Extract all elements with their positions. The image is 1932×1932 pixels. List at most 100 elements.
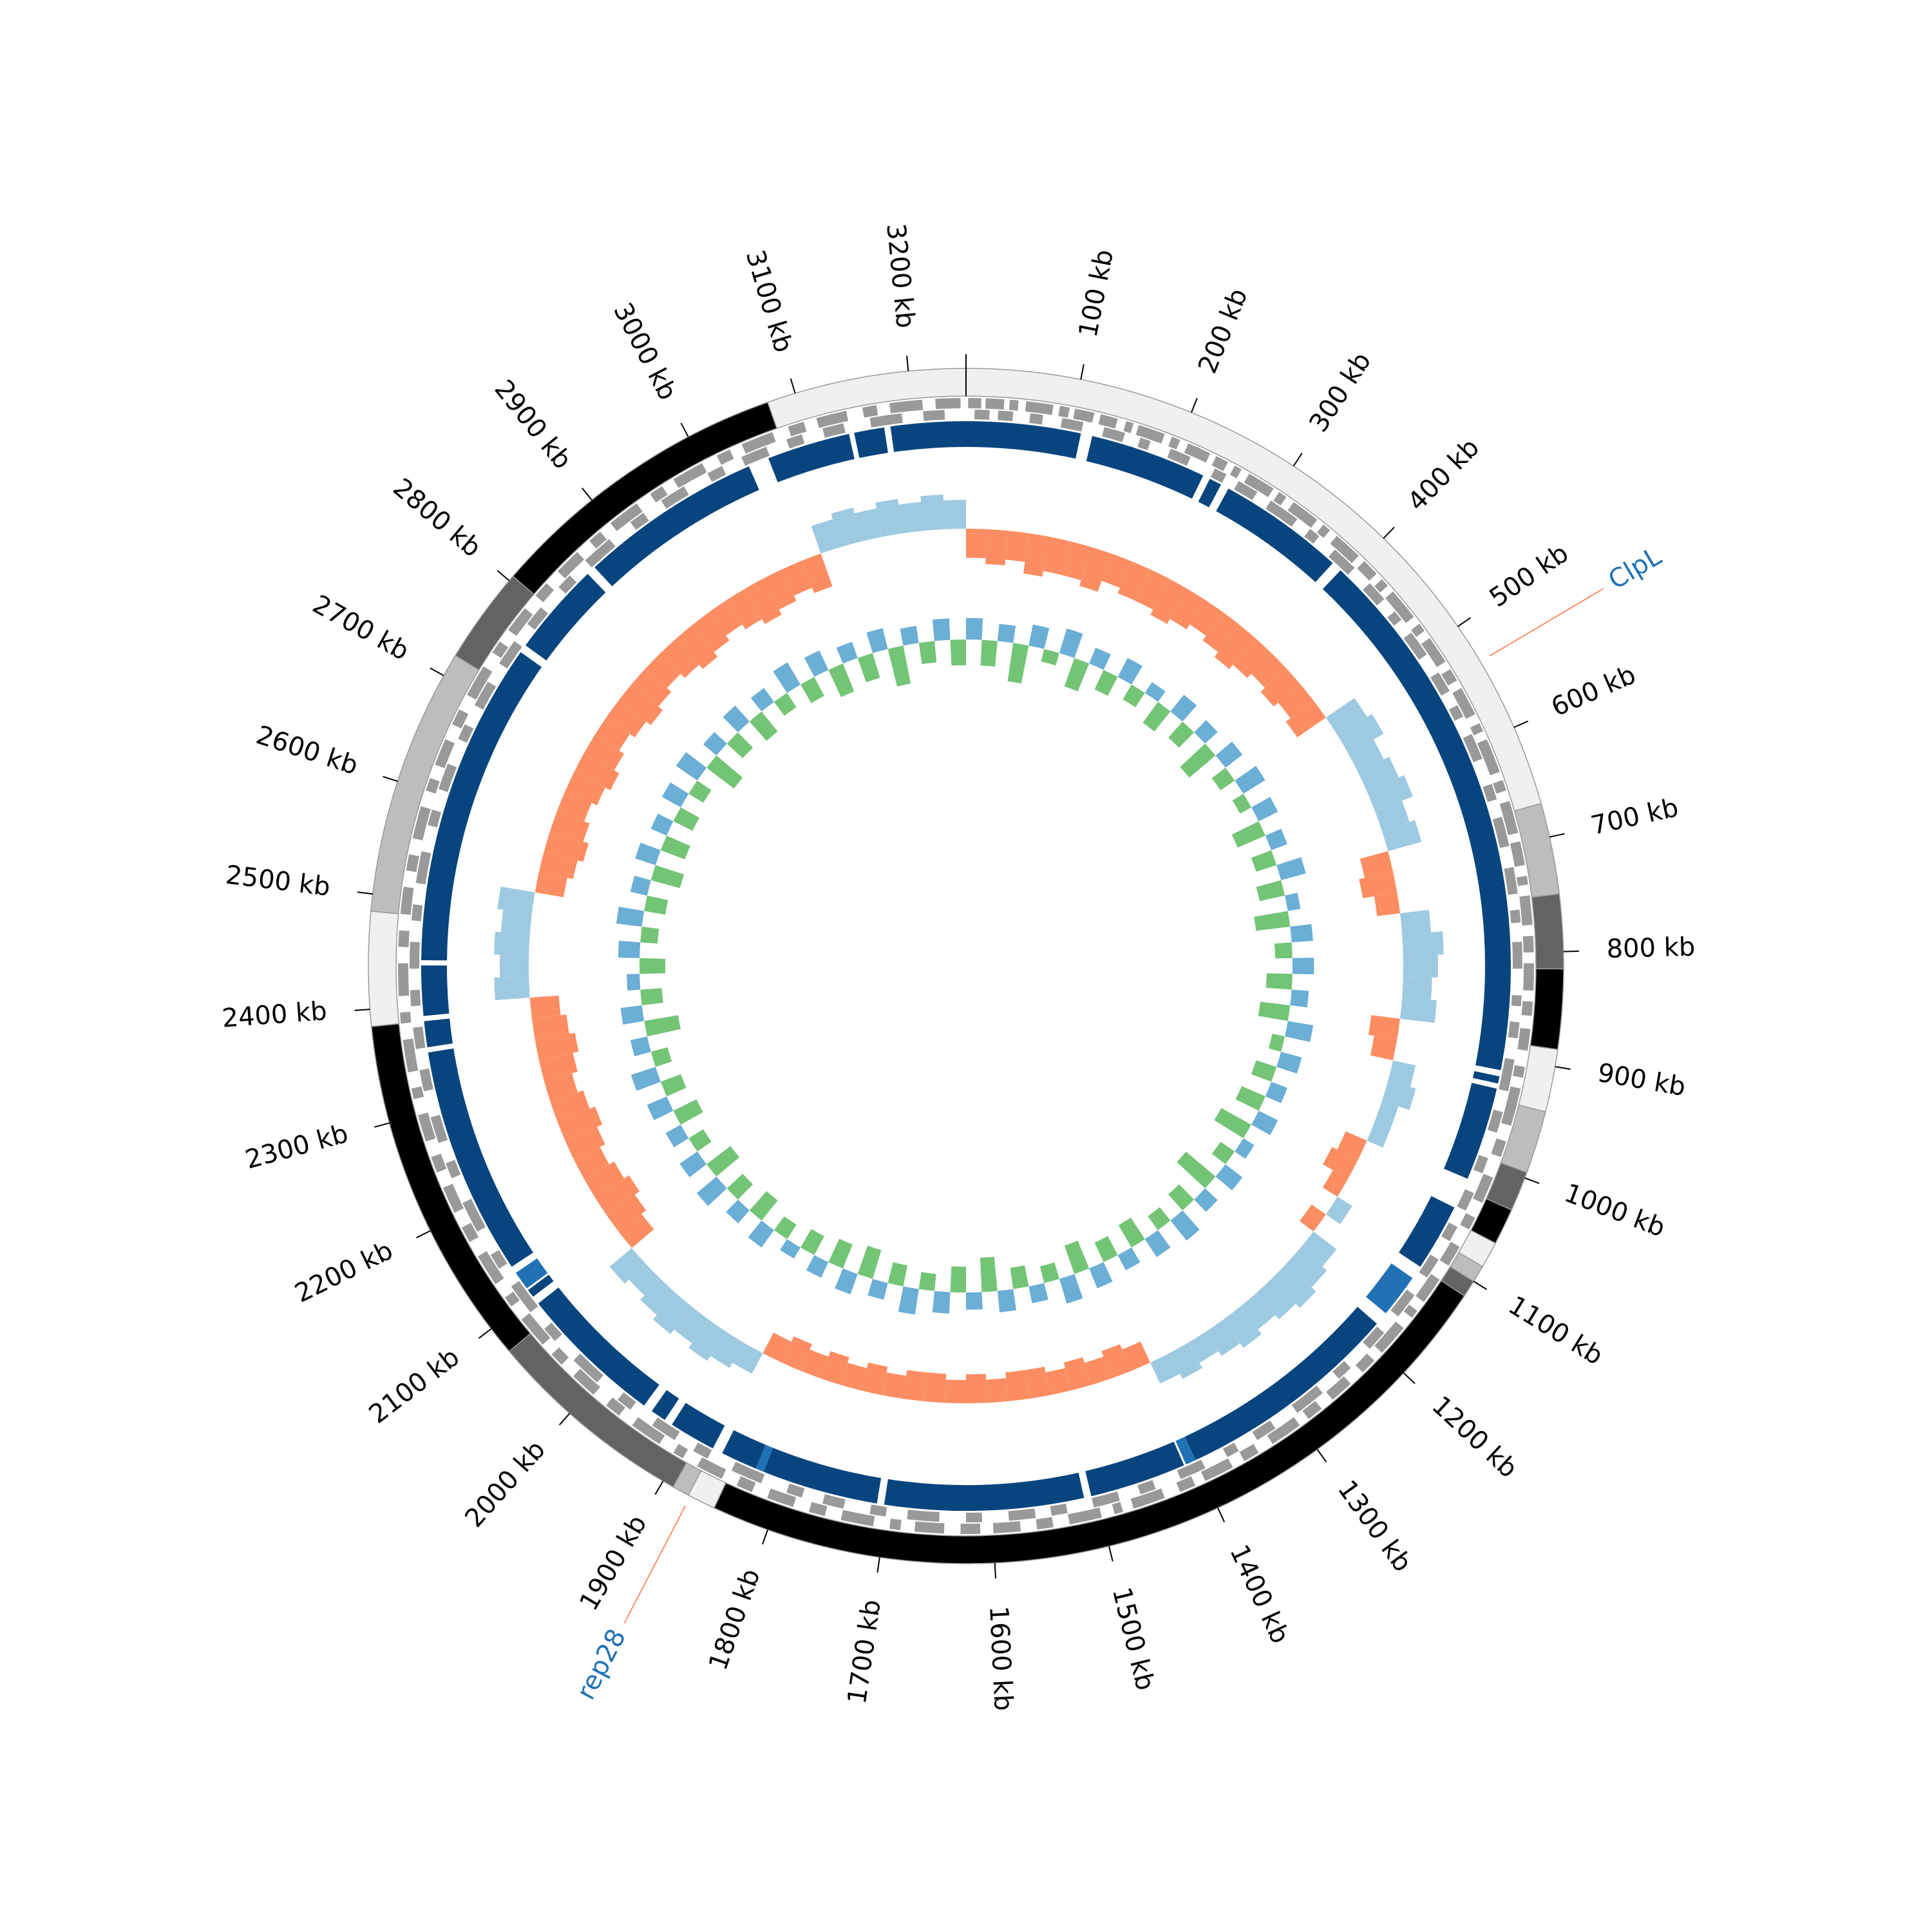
gc-content-bar [1039,1262,1059,1283]
gc-content-bar [1214,1108,1252,1139]
gc-skew-bar [574,753,620,790]
ring-segment [1531,893,1564,970]
gene [446,1160,461,1179]
gc-skew-bar [781,1336,812,1371]
gene [1511,995,1522,1007]
gene [998,410,1014,422]
block [1444,1083,1497,1179]
gene [1403,632,1427,660]
annotation-line [1489,588,1604,657]
gc-content-bar [997,623,1016,643]
tick-mark [680,422,689,437]
gc-skew-bar [800,1349,829,1379]
gene [1328,549,1355,575]
gc-skew-bar [618,684,663,725]
gc-content-bar [647,1096,674,1121]
gc-content-bar [1064,1240,1090,1274]
gc-skew-bar [629,1264,661,1296]
gc-content-bar [673,807,700,831]
gc-content-bar [932,1291,951,1314]
gene [1519,895,1533,926]
gc-content-bar [660,1074,687,1097]
gc-content-bar [773,692,797,716]
gene [1473,1173,1493,1203]
gene [1499,800,1519,835]
gc-content-bar [1144,682,1166,702]
gene [1068,1507,1103,1525]
block [890,421,966,452]
block [1323,570,1511,1070]
gene [426,778,440,794]
gc-skew-bar [676,625,718,669]
gene [1411,623,1425,637]
gene [1330,535,1359,564]
gc-skew-bar [1214,625,1256,669]
gc-skew-bar [583,1161,625,1197]
gc-skew-bar [762,569,797,610]
gc-skew-bar [1260,668,1300,706]
gc-skew-bar [1388,1060,1416,1087]
gene [1265,500,1298,527]
gc-content-bar [1251,1060,1277,1082]
gene [630,513,649,530]
gene [1177,1459,1206,1480]
gc-skew-bar [1271,1264,1316,1308]
gene [1029,413,1043,425]
tick-mark [876,1557,880,1573]
gc-content-bar [887,645,911,687]
gene [1200,1458,1233,1481]
gc-skew-bar [1402,976,1432,1000]
block [755,1444,773,1472]
gene [499,641,522,669]
gc-skew-bar [726,589,762,630]
gene [822,423,846,438]
gc-content-bar [1064,658,1090,692]
gc-content-bar [836,641,858,664]
gc-content-bar [650,1047,672,1067]
gene [1387,611,1402,626]
gc-skew-bar [594,717,630,751]
gene [1287,502,1318,528]
gc-content-bar [857,1245,882,1279]
gc-skew-bar [1374,800,1410,831]
gc-skew-bar [1374,892,1401,916]
gc-skew-bar [1325,697,1367,735]
gc-content-bar [1265,1081,1287,1104]
gene [1355,1353,1375,1373]
gc-content-bar [898,1286,919,1315]
gene [1168,437,1180,450]
gene [458,724,474,743]
gene [462,1222,479,1242]
gene [410,989,421,1007]
gene [741,446,770,466]
gene [869,1504,887,1517]
gc-content-bar [857,653,880,683]
gc-skew-bar [966,529,987,558]
gc-skew-bar [557,1106,603,1141]
gc-content-bar [828,663,855,697]
gene [914,1521,945,1534]
gene [1130,1488,1165,1509]
tick-mark [478,1328,492,1339]
gc-content-bar [966,618,983,640]
gc-content-bar [1254,911,1291,931]
gene [632,1417,665,1444]
gc-skew-bar [1300,1204,1326,1232]
block [594,466,759,587]
gc-skew-bar [1403,954,1438,978]
gc-content-bar [1215,741,1243,768]
gene [477,1251,504,1284]
gene [1073,408,1095,423]
gc-skew-bar [1202,612,1240,652]
tick-label: 800 kb [1606,933,1696,964]
gene [1092,1491,1121,1508]
gc-content-bar [640,926,659,944]
gc-skew-bar [708,600,743,636]
gc-skew-bar [500,954,529,978]
gc-content-bar [1292,957,1314,975]
gc-content-bar [1028,1283,1048,1303]
gc-skew-bar [1381,1081,1416,1110]
gc-skew-bar [618,1213,654,1248]
gene [1448,705,1464,721]
tick-mark [1555,1066,1571,1070]
